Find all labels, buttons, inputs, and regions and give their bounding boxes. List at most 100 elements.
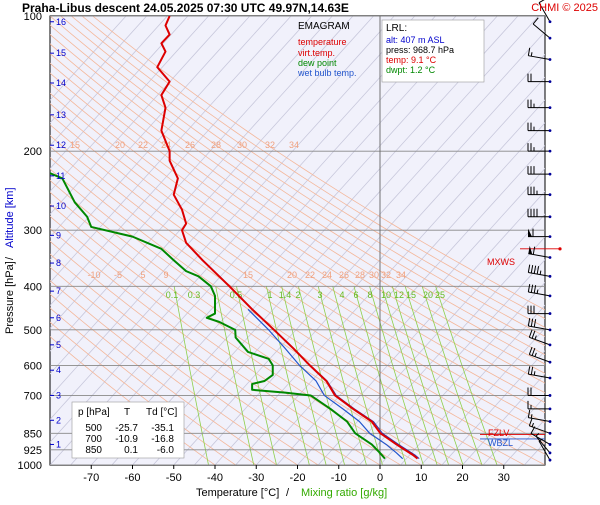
barb-station bbox=[549, 80, 552, 83]
barb-station bbox=[549, 275, 552, 278]
table-header-p: p [hPa] bbox=[78, 407, 110, 418]
adiabat-label: 34 bbox=[396, 270, 406, 280]
barb-half-flag bbox=[540, 271, 541, 275]
barb-station bbox=[549, 215, 552, 218]
temp-tick-label: 10 bbox=[415, 472, 427, 484]
pressure-tick-label: 1000 bbox=[18, 460, 42, 472]
adiabat-label: 22 bbox=[138, 140, 148, 150]
temp-tick-label: -40 bbox=[207, 472, 223, 484]
adiabat-label: 34 bbox=[289, 140, 299, 150]
altitude-tick-label: 6 bbox=[56, 313, 61, 323]
barb-station bbox=[549, 173, 552, 176]
mixing-ratio-label: 15 bbox=[406, 290, 416, 300]
altitude-tick-label: 3 bbox=[56, 390, 61, 400]
adiabat-label: 22 bbox=[305, 270, 315, 280]
y-axis-label-sep: / bbox=[4, 256, 16, 260]
barb-station bbox=[549, 20, 552, 23]
adiabat-label: 26 bbox=[339, 270, 349, 280]
barb-station bbox=[549, 443, 552, 446]
chart-title: Praha-Libus descent 24.05.2025 07:30 UTC… bbox=[22, 1, 349, 15]
altitude-tick-label: 12 bbox=[56, 140, 66, 150]
barb-station bbox=[549, 37, 552, 40]
table-row-td: -35.1 bbox=[151, 423, 174, 434]
adiabat-label: 20 bbox=[287, 270, 297, 280]
barb-station bbox=[549, 361, 552, 364]
barb-station bbox=[549, 394, 552, 397]
altitude-tick-label: 5 bbox=[56, 340, 61, 350]
temp-tick-label: -30 bbox=[248, 472, 264, 484]
altitude-tick-label: 9 bbox=[56, 230, 61, 240]
legend-virt-temp: virt.temp. bbox=[298, 48, 335, 58]
mixing-ratio-label: 1 bbox=[267, 290, 272, 300]
x-axis-label-temp: Temperature [°C] bbox=[196, 487, 279, 499]
y-axis-label-press: Pressure [hPa] bbox=[4, 261, 16, 334]
adiabat-label: 15 bbox=[243, 270, 253, 280]
table-header-td: Td [°C] bbox=[146, 407, 177, 418]
barb-station bbox=[549, 193, 552, 196]
barb-station bbox=[549, 432, 552, 435]
pressure-tick-label: 850 bbox=[24, 428, 42, 440]
barb-half-flag bbox=[531, 52, 532, 56]
pressure-tick-label: 600 bbox=[24, 360, 42, 372]
altitude-tick-label: 8 bbox=[56, 258, 61, 268]
barb-station bbox=[549, 343, 552, 346]
adiabat-label: 9 bbox=[163, 270, 168, 280]
barb-station bbox=[549, 150, 552, 153]
table-row-td: -6.0 bbox=[157, 445, 175, 456]
barb-station bbox=[549, 328, 552, 331]
altitude-tick-label: 14 bbox=[56, 78, 66, 88]
mixing-ratio-label: 12 bbox=[394, 290, 404, 300]
barb-half-flag bbox=[531, 414, 532, 418]
table-header-t: T bbox=[124, 407, 130, 418]
table-row-p: 700 bbox=[85, 434, 102, 445]
altitude-tick-label: 13 bbox=[56, 110, 66, 120]
wbzl-marker: WBZL bbox=[488, 438, 513, 448]
barb-station bbox=[549, 452, 552, 455]
barb-station bbox=[549, 235, 552, 238]
altitude-tick-label: 4 bbox=[56, 365, 61, 375]
lrl-heading: LRL: bbox=[386, 23, 407, 34]
pressure-tick-label: 925 bbox=[24, 445, 42, 457]
mxws-marker: MXWS bbox=[487, 257, 515, 267]
legend-dew-point: dew point bbox=[298, 58, 337, 68]
altitude-tick-label: 16 bbox=[56, 17, 66, 27]
mixing-ratio-label: 0.1 bbox=[166, 290, 179, 300]
x-axis-label-sep: / bbox=[286, 487, 290, 499]
temp-tick-label: 30 bbox=[498, 472, 510, 484]
barb-station bbox=[549, 294, 552, 297]
temp-tick-label: -70 bbox=[83, 472, 99, 484]
barb-station bbox=[549, 408, 552, 411]
table-row-p: 500 bbox=[85, 423, 102, 434]
pressure-tick-label: 700 bbox=[24, 390, 42, 402]
barb-station bbox=[549, 459, 552, 462]
mxws-dot bbox=[558, 247, 561, 250]
mixing-ratio-label: 20 bbox=[423, 290, 433, 300]
mixing-ratio-label: 6 bbox=[353, 290, 358, 300]
adiabat-label: 24 bbox=[322, 270, 332, 280]
y-axis-label-alt: Altitude [km] bbox=[4, 187, 16, 248]
isotherm-line bbox=[545, 16, 600, 465]
barb-station bbox=[549, 106, 552, 109]
legend-wet-bulb: wet bulb temp. bbox=[297, 68, 357, 78]
altitude-tick-label: 2 bbox=[56, 415, 61, 425]
adiabat-label: 15 bbox=[70, 140, 80, 150]
mixing-ratio-label: 8 bbox=[367, 290, 372, 300]
barb-station bbox=[549, 129, 552, 132]
barb-station bbox=[549, 312, 552, 315]
adiabat-label: 20 bbox=[115, 140, 125, 150]
table-row-p: 850 bbox=[85, 445, 102, 456]
mixing-ratio-label: 25 bbox=[435, 290, 445, 300]
altitude-tick-label: 10 bbox=[56, 201, 66, 211]
lrl-dewpoint: dwpt: 1.2 °C bbox=[386, 65, 436, 75]
adiabat-label: -10 bbox=[87, 270, 100, 280]
adiabat-label: 32 bbox=[381, 270, 391, 280]
barb-half-flag bbox=[534, 371, 535, 375]
barb-station bbox=[549, 256, 552, 259]
table-row-t: -10.9 bbox=[115, 434, 138, 445]
mixing-ratio-label: 0.3 bbox=[188, 290, 201, 300]
barb-station bbox=[549, 420, 552, 423]
credit-label: CHMI © 2025 bbox=[531, 2, 598, 14]
x-axis-label-mix: Mixing ratio [g/kg] bbox=[301, 487, 387, 499]
